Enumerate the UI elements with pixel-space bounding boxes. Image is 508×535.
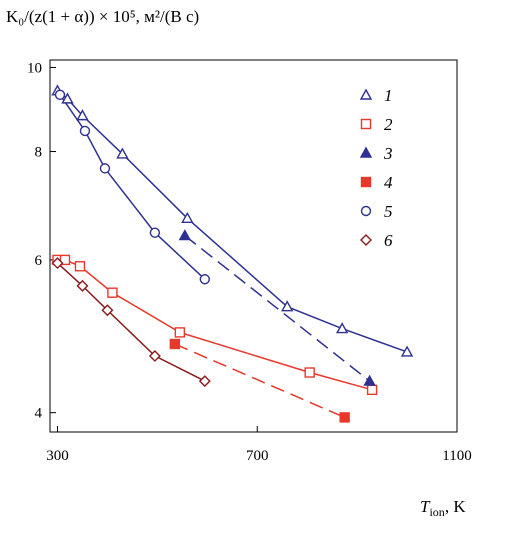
series-1-point-7 — [335, 322, 349, 334]
legend-label-4: 4 — [384, 173, 393, 192]
series-6-point-1 — [51, 257, 64, 270]
legend-marker-1 — [359, 88, 373, 100]
series-3-point-1 — [178, 229, 192, 241]
series-5-point-3 — [99, 163, 111, 174]
legend-label-5: 5 — [384, 202, 393, 221]
series-6-line — [56, 262, 206, 382]
legend-label-6: 6 — [384, 231, 393, 250]
series-5-point-5 — [199, 274, 211, 285]
series-6-point-5 — [198, 375, 211, 388]
legend-label-3: 3 — [383, 144, 393, 163]
series-1-point-4 — [116, 147, 129, 159]
series-1-point-2 — [61, 92, 74, 104]
series-6-point-4 — [148, 349, 161, 362]
series-2-point-7 — [366, 384, 378, 396]
legend-marker-5 — [360, 205, 372, 217]
legend-label-2: 2 — [384, 115, 393, 134]
series-1-point-8 — [400, 345, 414, 357]
series-2-point-5 — [174, 327, 186, 338]
series-2-point-4 — [107, 287, 118, 298]
series-lines — [56, 90, 408, 419]
series-2-point-3 — [74, 261, 86, 272]
series-4-point-1 — [169, 338, 181, 350]
series-1-point-5 — [181, 211, 194, 224]
legend-marker-4 — [360, 176, 372, 188]
x-axis-title: Tion, K — [420, 497, 466, 519]
series-5-point-2 — [79, 125, 91, 137]
series-5-line — [59, 94, 206, 280]
x-title-unit: , K — [445, 497, 467, 516]
series-2-point-6 — [304, 367, 315, 378]
series-3-line — [184, 235, 371, 382]
x-title-variable: T — [420, 497, 431, 516]
x-tick-label-300: 300 — [46, 448, 69, 464]
series-1-point-3 — [76, 109, 89, 121]
axis-ticks: 300 700 1100 4 6 8 10 — [27, 60, 472, 464]
x-title-subscript: ion — [429, 505, 444, 519]
series-markers — [51, 84, 414, 423]
series-6-point-3 — [101, 304, 114, 317]
y-tick-label-10: 10 — [27, 60, 42, 76]
series-6-point-2 — [76, 279, 89, 292]
plot-frame — [49, 59, 458, 433]
series-3-point-2 — [363, 374, 376, 386]
series-2-point-2 — [59, 254, 71, 266]
legend: 1 2 3 4 5 6 — [359, 86, 393, 250]
legend-label-1: 1 — [384, 86, 393, 105]
y-axis-title: K₀/(z(1 + α)) × 10⁵, м²/(В c) — [6, 7, 199, 26]
legend-marker-3 — [359, 146, 373, 158]
series-5-point-1 — [54, 89, 66, 101]
series-4-point-2 — [339, 412, 350, 423]
series-1-point-6 — [281, 300, 294, 312]
series-4-line — [174, 343, 345, 419]
series-5-point-4 — [149, 227, 161, 238]
y-tick-label-4: 4 — [35, 406, 43, 422]
legend-marker-6 — [360, 234, 372, 246]
x-tick-label-700: 700 — [246, 448, 269, 464]
x-tick-label-1100: 1100 — [442, 448, 471, 464]
y-tick-label-8: 8 — [35, 145, 43, 161]
series-2-line — [57, 259, 373, 391]
y-tick-label-6: 6 — [35, 253, 43, 269]
legend-marker-2 — [360, 118, 372, 130]
